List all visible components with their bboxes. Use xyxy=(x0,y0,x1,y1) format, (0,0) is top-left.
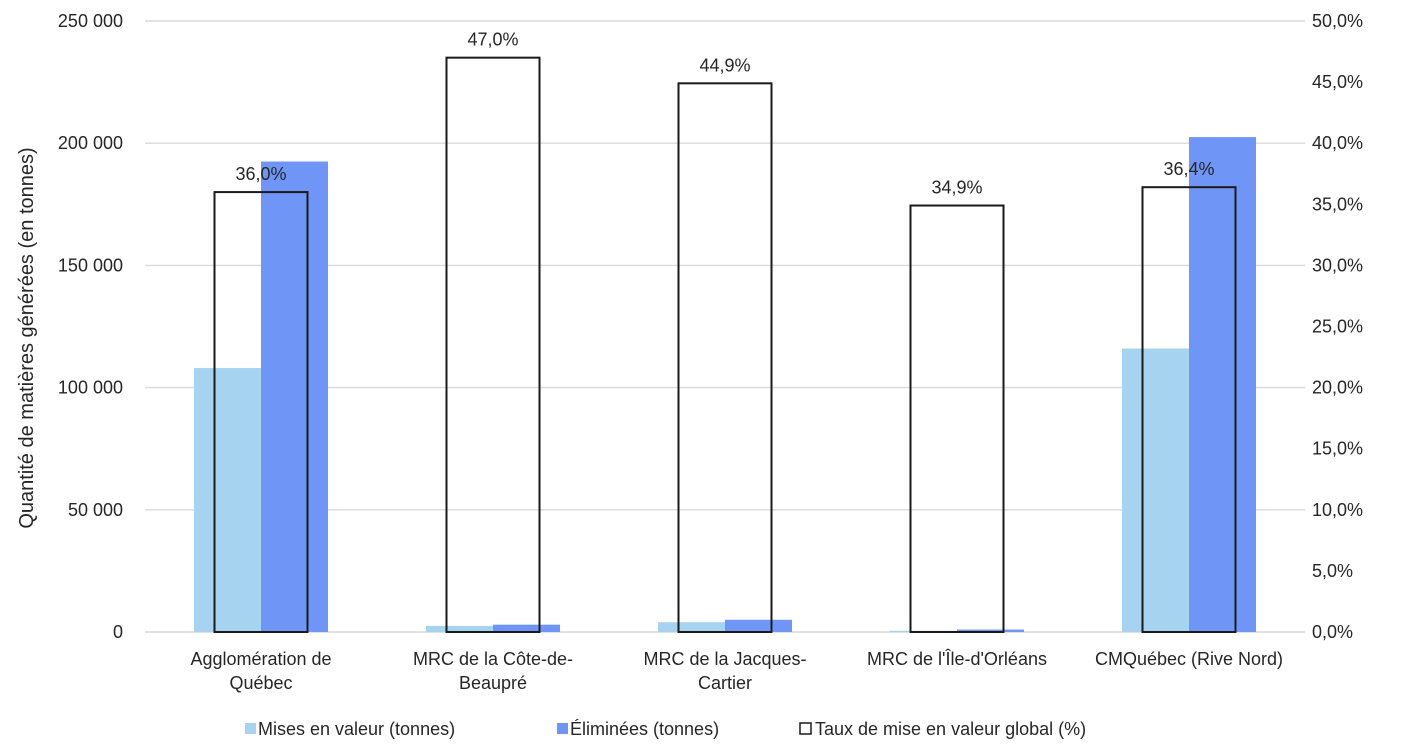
data-label-taux: 36,0% xyxy=(235,164,286,184)
x-tick-label-line: CMQuébec (Rive Nord) xyxy=(1095,649,1283,669)
y2-tick-label: 45,0% xyxy=(1312,72,1363,92)
y2-tick-label: 25,0% xyxy=(1312,317,1363,337)
bar-eliminees xyxy=(261,161,328,632)
legend-label: Éliminées (tonnes) xyxy=(570,719,719,739)
y2-tick-label: 5,0% xyxy=(1312,561,1353,581)
x-tick-label: Agglomération de Québec xyxy=(190,649,331,693)
bar-eliminees xyxy=(493,624,560,632)
data-label-taux: 44,9% xyxy=(699,55,750,75)
y2-tick-label: 40,0% xyxy=(1312,133,1363,153)
y2-tick-label: 50,0% xyxy=(1312,11,1363,31)
y2-tick-label: 30,0% xyxy=(1312,255,1363,275)
bar-taux-outline xyxy=(677,82,773,633)
bar-taux-outline xyxy=(445,56,541,634)
legend-swatch-mises-en-valeur xyxy=(245,723,256,734)
x-tick-label: MRC de la Côte-de- Beaupré xyxy=(413,649,573,693)
bar-eliminees xyxy=(1189,137,1256,632)
y2-tick-label: 15,0% xyxy=(1312,439,1363,459)
bar-taux-outline xyxy=(909,204,1005,633)
y-tick-label: 100 000 xyxy=(58,378,123,398)
legend-swatch-eliminees xyxy=(557,723,568,734)
data-label-taux: 34,9% xyxy=(931,178,982,198)
x-tick-label-line: MRC de la Jacques- xyxy=(643,649,806,669)
x-tick-label-line: Beaupré xyxy=(459,673,527,693)
legend-swatch-taux xyxy=(799,722,812,735)
legend-label: Mises en valeur (tonnes) xyxy=(258,719,455,739)
data-labels: 36,0% 47,0% 44,9% 34,9% 36,4% xyxy=(235,30,1214,198)
bar-mises-en-valeur xyxy=(658,622,725,632)
right-axis-ticks: 0,0% 5,0% 10,0% 15,0% 20,0% 25,0% 30,0% 35,0% 40… xyxy=(1312,11,1363,642)
x-tick-label-line: Québec xyxy=(229,673,292,693)
bar-mises-en-valeur xyxy=(194,368,261,632)
x-tick-label: MRC de l'Île-d'Orléans xyxy=(867,649,1047,669)
bar-mises-en-valeur xyxy=(426,625,493,632)
y-tick-label: 250 000 xyxy=(58,11,123,31)
y2-tick-label: 35,0% xyxy=(1312,194,1363,214)
y-tick-label: 200 000 xyxy=(58,133,123,153)
bars xyxy=(194,56,1256,634)
bar-mises-en-valeur xyxy=(1122,348,1189,632)
left-axis-ticks: 0 50 000 100 000 150 000 200 000 250 000 xyxy=(58,11,123,642)
category-labels: Agglomération de Québec MRC de la Côte-de-… xyxy=(190,649,1283,693)
x-tick-label: MRC de la Jacques- Cartier xyxy=(643,649,806,693)
y-tick-label: 0 xyxy=(113,622,123,642)
data-label-taux: 47,0% xyxy=(467,30,518,50)
x-tick-label-line: MRC de la Côte-de- xyxy=(413,649,573,669)
y2-tick-label: 20,0% xyxy=(1312,378,1363,398)
x-tick-label: CMQuébec (Rive Nord) xyxy=(1095,649,1283,669)
legend: Mises en valeur (tonnes) Éliminées (tonne… xyxy=(245,719,1086,739)
bar-taux-outline xyxy=(213,191,309,634)
x-tick-label-line: Agglomération de xyxy=(190,649,331,669)
data-label-taux: 36,4% xyxy=(1163,159,1214,179)
y2-tick-label: 10,0% xyxy=(1312,500,1363,520)
bar-eliminees xyxy=(725,619,792,632)
y2-tick-label: 0,0% xyxy=(1312,622,1353,642)
legend-label: Taux de mise en valeur global (%) xyxy=(815,719,1086,739)
gridlines xyxy=(145,20,1305,633)
x-tick-label-line: MRC de l'Île-d'Orléans xyxy=(867,649,1047,669)
bar-eliminees xyxy=(957,629,1024,632)
y-tick-label: 150 000 xyxy=(58,255,123,275)
bar-taux-outline xyxy=(1141,186,1237,634)
y-axis-title: Quantité de matières générées (en tonnes… xyxy=(16,147,38,528)
x-tick-label-line: Cartier xyxy=(698,673,752,693)
y-tick-label: 50 000 xyxy=(68,500,123,520)
